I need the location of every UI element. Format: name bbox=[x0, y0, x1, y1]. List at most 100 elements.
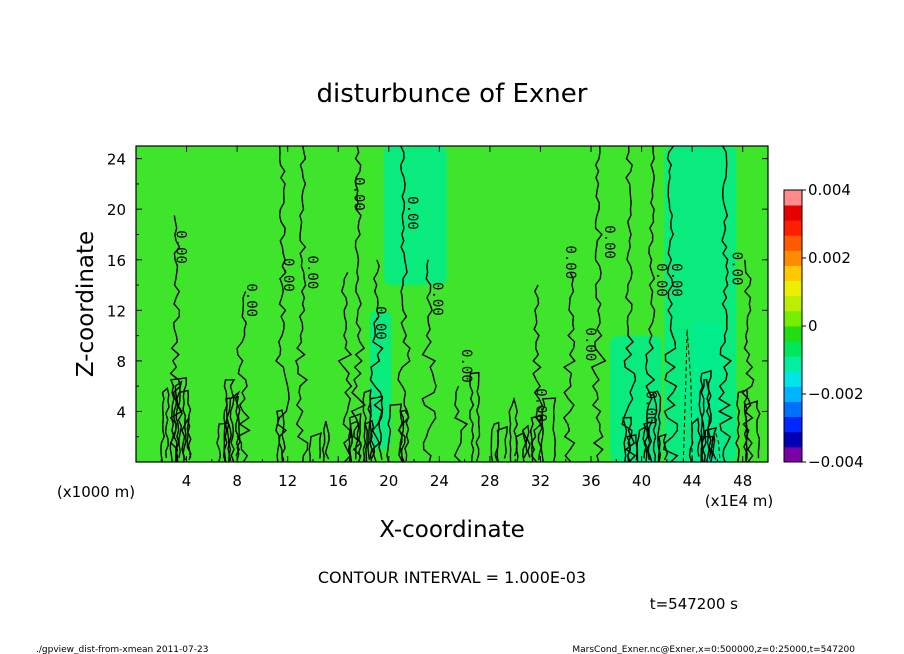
colorbar-segment bbox=[784, 401, 802, 418]
contour-label: 0.00 bbox=[668, 263, 684, 297]
contour-label: 0.00 bbox=[458, 349, 474, 383]
contour-label: 0.00 bbox=[243, 283, 259, 317]
negative-contour-line bbox=[682, 329, 693, 462]
contour-loop bbox=[160, 387, 170, 462]
y-tick-label: 4 bbox=[116, 403, 126, 421]
colorbar-tick-label: −0.004 bbox=[808, 453, 864, 471]
contour-labels: 0.000.000.00 0.000.000.000.000.000.000.00… bbox=[172, 177, 744, 424]
contour-line bbox=[644, 146, 656, 462]
contour-loop bbox=[622, 416, 632, 462]
contour-line bbox=[562, 272, 576, 462]
contour-label: 0.00 bbox=[280, 258, 296, 292]
contour-loop bbox=[369, 395, 384, 462]
contour-line bbox=[663, 146, 679, 462]
colorbar-tick-label: 0.004 bbox=[808, 181, 851, 199]
contour-label: 0.00 bbox=[304, 256, 320, 290]
contour-loop bbox=[652, 390, 662, 462]
contour-loop bbox=[364, 419, 376, 462]
contour-line bbox=[350, 146, 367, 462]
x-unit-right: (x1E4 m) bbox=[705, 492, 774, 510]
colorbar-segment bbox=[784, 371, 802, 387]
contour-loop bbox=[347, 420, 360, 462]
contour-loop bbox=[222, 378, 236, 462]
contour-loop bbox=[522, 424, 531, 462]
contour-line bbox=[590, 146, 607, 462]
contour-label: 0.00 bbox=[729, 252, 745, 286]
colorbar-segment bbox=[784, 235, 802, 251]
colorbar-segment bbox=[784, 280, 802, 297]
contour-label: 0.00 bbox=[653, 263, 669, 297]
contour-loop bbox=[275, 409, 286, 462]
colorbar-tick-label: 0 bbox=[808, 317, 818, 335]
y-tick-label: 24 bbox=[107, 151, 126, 169]
x-axis-label: X-coordinate bbox=[379, 517, 525, 543]
colorbar-tick-label: 0.002 bbox=[808, 249, 851, 267]
contour-loop bbox=[469, 371, 481, 462]
chart-title: disturbunce of Exner bbox=[317, 79, 588, 109]
contour-lines bbox=[160, 146, 761, 462]
contour-line bbox=[621, 146, 637, 462]
colorbar-segment bbox=[784, 341, 802, 357]
contour-line bbox=[453, 385, 469, 462]
colorbar-segment bbox=[784, 326, 802, 342]
colorbar-segment bbox=[784, 356, 802, 372]
colorbar-segment bbox=[784, 386, 802, 402]
colorbar-segment bbox=[784, 220, 802, 236]
x-tick-label: 12 bbox=[278, 472, 297, 490]
contour-loop bbox=[735, 388, 749, 462]
contour-loop bbox=[657, 433, 669, 462]
contour-loop bbox=[223, 396, 241, 462]
contour-label: 0.00 bbox=[582, 328, 598, 362]
colorbar-segment bbox=[784, 205, 802, 221]
contour-loop bbox=[496, 425, 508, 462]
colorbar-segment bbox=[784, 310, 802, 327]
y-tick-label: 20 bbox=[107, 201, 126, 219]
contour-loop bbox=[308, 432, 322, 462]
negative-region bbox=[369, 310, 392, 450]
y-tick-label: 8 bbox=[116, 353, 126, 371]
contour-loop bbox=[362, 389, 372, 462]
contour-interval-note: CONTOUR INTERVAL = 1.000E-03 bbox=[318, 568, 586, 587]
y-axis-label: Z-coordinate bbox=[73, 231, 99, 377]
x-tick-label: 8 bbox=[232, 472, 242, 490]
y-axis: 4 8 12 16 20 24 bbox=[107, 151, 768, 438]
contour-line bbox=[169, 215, 183, 462]
contour-loop bbox=[181, 418, 192, 462]
contour-line bbox=[236, 291, 251, 462]
x-tick-label: 28 bbox=[480, 472, 499, 490]
contour-label: 0.00 bbox=[562, 245, 578, 279]
x-tick-label: 20 bbox=[379, 472, 398, 490]
colorbar-segment bbox=[784, 250, 802, 266]
colorbar-segment bbox=[784, 446, 802, 463]
contour-loop bbox=[688, 417, 702, 462]
contour-loop bbox=[698, 369, 712, 462]
contour-label: 0.00 bbox=[372, 306, 388, 340]
contour-loop bbox=[226, 390, 241, 462]
contour-loop bbox=[399, 409, 410, 462]
contour-line bbox=[397, 146, 411, 462]
colorbar-segment bbox=[784, 416, 802, 433]
x-tick-label: 48 bbox=[733, 472, 752, 490]
contour-label: 0.00 bbox=[533, 388, 549, 422]
x-tick-label: 36 bbox=[581, 472, 600, 490]
contour-label: 0.00 bbox=[404, 196, 420, 230]
contour-label: 0.00 bbox=[429, 282, 445, 316]
contour-loop bbox=[216, 422, 232, 462]
contour-loop bbox=[386, 403, 403, 462]
contour-loop bbox=[173, 380, 183, 462]
colorbar-ticks: 0.004 0.002 0 −0.002 −0.004 bbox=[802, 181, 864, 471]
contour-loop bbox=[529, 414, 543, 462]
footer-left: ./gpview_dist-from-xmean 2011-07-23 bbox=[36, 645, 208, 654]
colorbar-segment bbox=[784, 295, 802, 312]
colorbar-segment bbox=[784, 431, 802, 448]
x-tick-label: 40 bbox=[632, 472, 651, 490]
x-unit-left: (x1000 m) bbox=[57, 483, 135, 501]
x-axis: 4 8 12 16 20 24 28 32 36 40 44 48 bbox=[160, 146, 752, 490]
contour-line bbox=[275, 146, 290, 462]
time-stamp: t=547200 s bbox=[650, 595, 738, 613]
contour-line bbox=[717, 146, 734, 462]
contour-label: 0.00 bbox=[601, 225, 617, 259]
contour-loop bbox=[348, 412, 362, 462]
